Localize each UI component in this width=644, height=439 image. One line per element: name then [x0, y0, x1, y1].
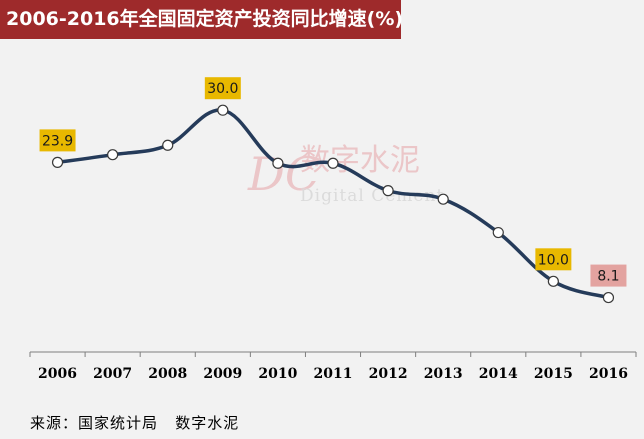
data-label-box	[39, 129, 76, 152]
data-label-box	[204, 77, 241, 100]
x-tick-label: 2016	[589, 366, 628, 382]
data-label-text: 10.0	[538, 252, 569, 268]
data-label-2009: 30.0	[204, 77, 241, 100]
x-tick-label: 2006	[38, 366, 77, 382]
data-point-2013	[437, 193, 449, 205]
x-tick-label: 2010	[258, 366, 297, 382]
data-label-text: 30.0	[207, 81, 238, 97]
data-point-2011	[327, 157, 339, 169]
data-point-2015	[547, 275, 559, 287]
watermark-logo-letters: DC	[247, 147, 320, 201]
x-tick-label: 2008	[148, 366, 187, 382]
chart-title: 2006-2016年全国固定资产投资同比增速(%)	[0, 0, 403, 39]
x-tick-label: 2013	[424, 366, 463, 382]
watermark-en: Digital Cement	[300, 186, 444, 206]
data-label-text: 23.9	[42, 133, 73, 149]
x-tick-label: 2009	[203, 366, 242, 382]
watermark-logo: DC 数字水泥 Digital Cement	[247, 143, 444, 206]
x-tick-label: 2015	[534, 366, 573, 382]
data-label-2015: 10.0	[535, 248, 572, 271]
data-point-2010	[272, 157, 284, 169]
data-label-2016: 8.1	[590, 264, 627, 287]
data-point-2016	[602, 291, 615, 304]
data-point-2006	[51, 156, 64, 168]
data-point-2014	[492, 226, 504, 239]
data-point-2007	[107, 149, 119, 161]
data-point-2009	[217, 104, 229, 116]
data-label-box	[590, 264, 627, 287]
watermark-cn: 数字水泥	[300, 143, 420, 178]
source-note: 来源：国家统计局 数字水泥	[30, 414, 240, 432]
data-point-2008	[162, 139, 174, 151]
x-tick-label: 2012	[369, 366, 408, 382]
x-tick-label: 2014	[479, 366, 518, 382]
data-label-text: 8.1	[597, 269, 619, 285]
x-tick-label: 2011	[314, 366, 353, 382]
x-tick-label: 2007	[93, 366, 132, 382]
data-point-2012	[382, 185, 394, 197]
data-label-box	[535, 248, 572, 271]
data-label-2006: 23.9	[39, 129, 76, 152]
